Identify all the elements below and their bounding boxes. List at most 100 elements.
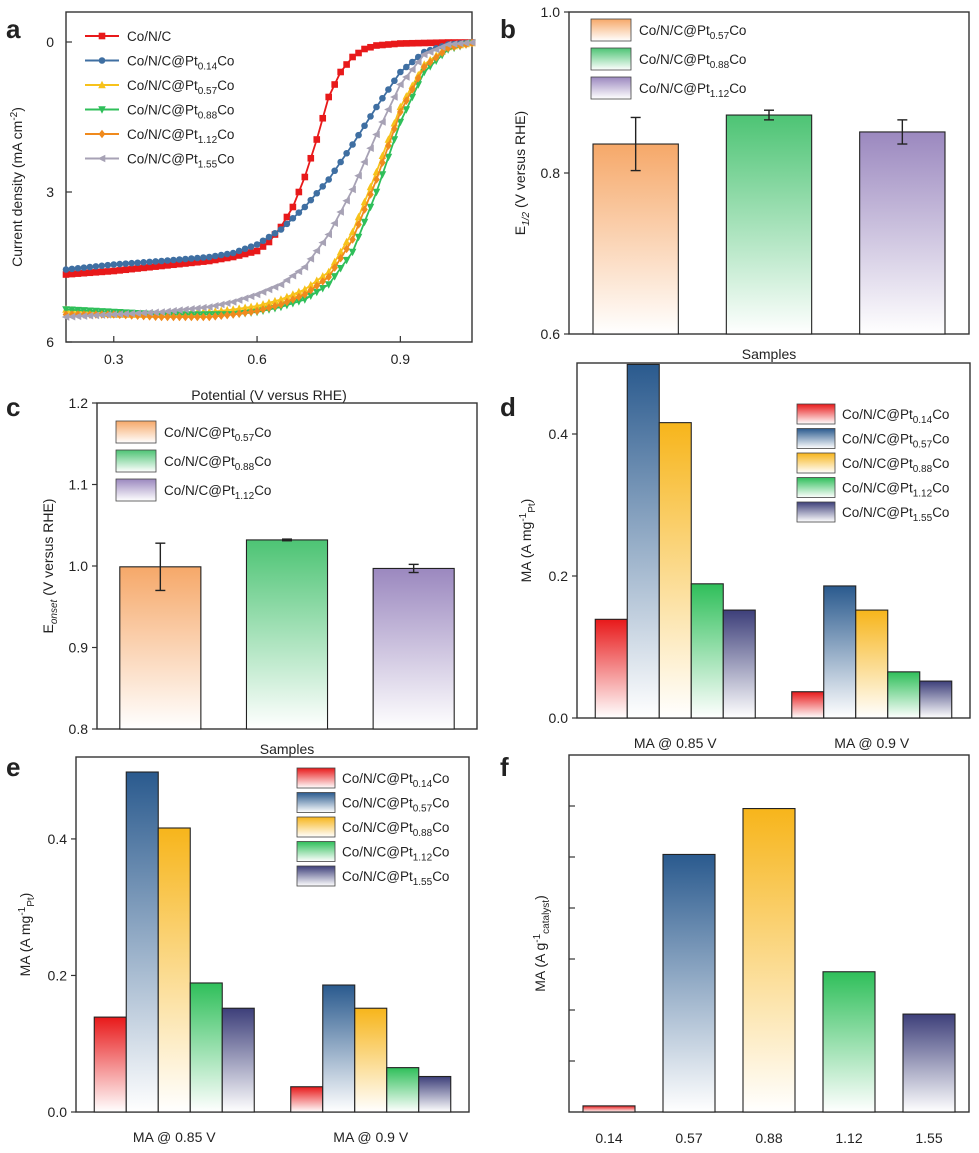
panel-letter-a: a [6,14,21,44]
marker-triangle-up [283,292,291,301]
marker-circle [188,255,195,262]
marker-circle [331,167,338,175]
marker-diamond [277,300,285,309]
y-tick-label-a: 6 [46,334,54,350]
y-tick-label-e: 0.0 [48,1104,68,1120]
marker-triangle-left [103,311,112,319]
legend-label-d: Co/N/C@Pt0.57Co [842,432,949,451]
x-category-label-e: MA @ 0.9 V [333,1129,409,1145]
marker-circle [110,261,118,268]
bar-d [887,671,921,719]
bar-b [859,131,946,335]
marker-square [259,243,267,250]
panel-e-grouped-bar-chart: 0.0 0.2 0.4 MA @ 0.85 V MA @ 0.9 V Co/N/C@Pt0… [17,756,470,1145]
marker-circle [158,257,165,265]
marker-triangle-left [372,130,380,139]
marker-diamond [450,42,458,52]
marker-square [170,261,177,269]
marker-triangle-down [390,136,399,144]
marker-square [247,249,255,256]
marker-diamond [373,175,380,184]
marker-triangle-left [449,40,458,48]
bar-b [725,114,813,335]
marker-square [217,255,225,263]
marker-circle [176,256,183,263]
y-tick-label-c: 0.9 [69,640,89,656]
legend-label-c: Co/N/C@Pt1.12Co [164,483,271,502]
marker-triangle-up [229,305,237,313]
marker-diamond [211,312,219,321]
legend-swatch-d [796,428,836,449]
marker-circle [241,245,249,253]
marker-diamond [301,290,309,299]
marker-square [134,265,141,272]
marker-square [289,203,297,211]
marker-triangle-left [312,246,321,255]
marker-triangle-up [295,287,303,296]
marker-circle [211,252,219,260]
bar-d [855,609,889,719]
marker-square [74,270,82,277]
marker-triangle-left [354,171,362,180]
marker-square [426,39,434,47]
marker-triangle-left [67,312,76,321]
marker-triangle-up [277,295,285,303]
legend-swatch-d [796,403,836,425]
marker-triangle-left [336,208,344,216]
marker-triangle-left [425,48,434,56]
panel-letter-f: f [500,752,509,782]
marker-triangle-left [390,93,398,101]
y-tick-label-c: 1.2 [69,395,89,411]
marker-diamond [229,310,237,319]
marker-circle [319,183,327,190]
legend-label-a: Co/N/C [127,29,172,44]
marker-triangle-left [210,301,219,310]
marker-square [110,267,118,275]
marker-circle [98,262,106,270]
marker-circle [205,253,213,261]
marker-circle [122,260,130,267]
marker-triangle-left [157,308,165,316]
marker-triangle-left [407,65,416,74]
bar-e [354,1007,388,1113]
legend-label-e: Co/N/C@Pt1.12Co [342,845,449,864]
marker-circle [337,158,344,166]
marker-diamond [408,85,416,94]
marker-triangle-left [324,230,333,239]
x-category-label-d: MA @ 0.9 V [834,735,910,751]
marker-circle [259,237,267,245]
y-tick-label-a: 3 [46,184,54,200]
marker-triangle-up [289,290,297,298]
marker-triangle-down [342,256,351,265]
marker-triangle-down [378,171,387,179]
marker-circle [164,257,171,264]
x-tick-label-a: 0.6 [247,351,267,367]
marker-triangle-left [133,309,141,318]
marker-triangle-left [169,306,177,315]
marker-square [146,263,153,271]
marker-circle [152,258,159,265]
panel-c-bar-chart: 0.8 0.9 1.0 1.1 1.2 Co/N/C@Pt0.57Co Co/N/C@Pt0… [40,395,478,757]
marker-circle [62,266,70,273]
panel-b-bar-chart: 0.6 0.8 1.0 Co/N/C@Pt0.57Co Co/N/C@Pt0.88Co C… [512,4,970,362]
marker-square [164,262,171,269]
marker-circle [271,229,279,237]
marker-triangle-left [294,267,303,276]
marker-diamond [152,312,159,321]
marker-circle [307,196,315,204]
bar-d [823,585,857,719]
marker-triangle-down [62,306,70,314]
marker-square [403,40,410,47]
legend-label-d: Co/N/C@Pt1.55Co [842,505,949,524]
marker-square [98,32,106,40]
marker-triangle-left [396,80,404,89]
bar-e [157,827,191,1113]
marker-triangle-left [175,306,183,314]
marker-square [331,81,338,88]
y-tick-label-b: 1.0 [541,4,561,20]
marker-circle [373,103,380,111]
series-a-0 [62,39,476,278]
series-a-5 [61,38,476,321]
marker-diamond [283,297,291,307]
marker-triangle-left [97,311,106,319]
